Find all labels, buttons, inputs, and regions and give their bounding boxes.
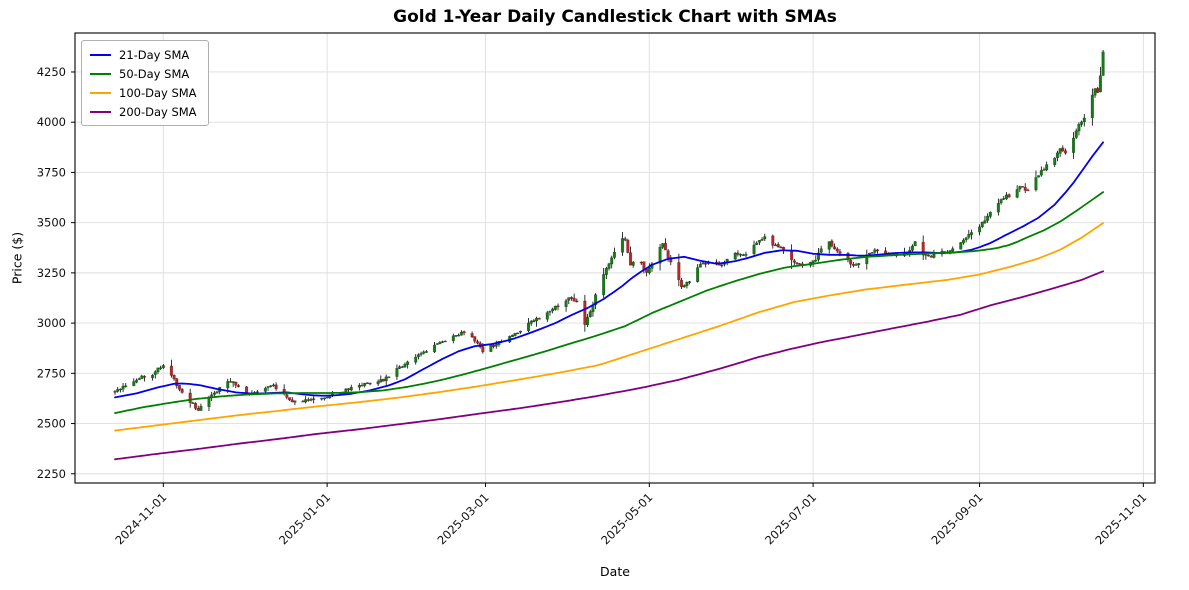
svg-text:2025-11-01: 2025-11-01 — [1092, 490, 1149, 547]
legend-label: 50-Day SMA — [119, 66, 190, 81]
legend-line-swatch-21 — [90, 53, 111, 56]
svg-text:3250: 3250 — [37, 266, 66, 280]
legend-label: 100-Day SMA — [119, 85, 197, 100]
legend: 21-Day SMA 50-Day SMA 100-Day SMA 200-Da… — [81, 40, 209, 126]
svg-text:4000: 4000 — [37, 115, 66, 129]
y-axis-label: Price ($) — [9, 231, 25, 285]
svg-text:3750: 3750 — [37, 165, 66, 179]
svg-text:2025-01-01: 2025-01-01 — [276, 490, 333, 547]
svg-text:3500: 3500 — [37, 216, 66, 230]
svg-text:2500: 2500 — [37, 417, 66, 431]
chart-title: Gold 1-Year Daily Candlestick Chart with… — [393, 7, 837, 27]
svg-text:2025-07-01: 2025-07-01 — [762, 490, 819, 547]
svg-text:2025-09-01: 2025-09-01 — [929, 490, 986, 547]
legend-line-swatch-50 — [90, 72, 111, 75]
legend-item-200-day-sma: 200-Day SMA — [90, 104, 197, 119]
legend-line-swatch-100 — [90, 91, 111, 94]
svg-text:2750: 2750 — [37, 366, 66, 380]
svg-text:2250: 2250 — [37, 467, 66, 481]
legend-line-swatch-200 — [90, 110, 111, 113]
svg-text:2025-03-01: 2025-03-01 — [434, 490, 491, 547]
x-axis-label: Date — [600, 564, 630, 579]
legend-item-100-day-sma: 100-Day SMA — [90, 85, 197, 100]
legend-label: 21-Day SMA — [119, 47, 190, 62]
svg-text:4250: 4250 — [37, 65, 66, 79]
legend-item-50-day-sma: 50-Day SMA — [90, 66, 197, 81]
svg-text:3000: 3000 — [37, 316, 66, 330]
svg-text:2024-11-01: 2024-11-01 — [112, 490, 169, 547]
legend-label: 200-Day SMA — [119, 104, 197, 119]
svg-text:2025-05-01: 2025-05-01 — [598, 490, 655, 547]
legend-item-21-day-sma: 21-Day SMA — [90, 47, 197, 62]
